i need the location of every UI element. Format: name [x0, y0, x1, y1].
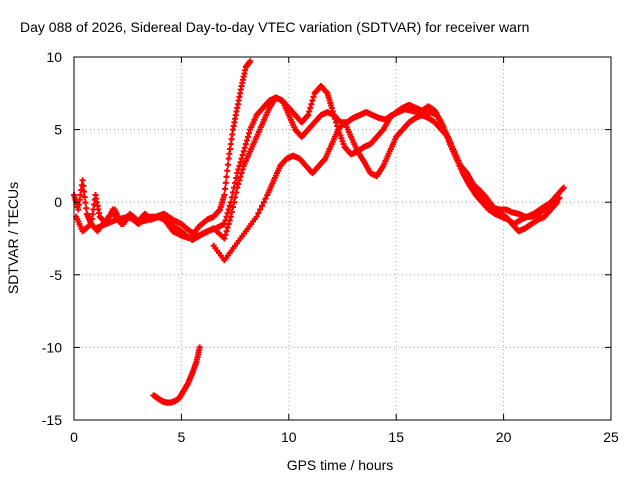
y-tick-label: -5	[50, 267, 63, 283]
chart-title: Day 088 of 2026, Sidereal Day-to-day VTE…	[20, 19, 529, 35]
data-point	[262, 195, 269, 202]
data-point	[239, 152, 246, 159]
data-point	[238, 155, 245, 162]
data-point	[82, 199, 89, 206]
data-point	[556, 194, 563, 201]
data-point	[222, 179, 229, 186]
series-track-3	[92, 94, 563, 243]
data-point	[328, 104, 335, 111]
x-tick-label: 15	[388, 429, 404, 445]
data-point	[247, 58, 254, 65]
data-point	[258, 202, 265, 209]
data-point	[196, 344, 203, 351]
data-point	[221, 191, 228, 198]
data-point	[560, 184, 567, 191]
y-axis-ticks: -15 -10 -5 0 5 10	[42, 49, 611, 428]
plot-frame	[73, 56, 612, 421]
x-tick-label: 5	[178, 429, 186, 445]
data-point	[235, 181, 242, 188]
x-tick-label: 25	[603, 429, 619, 445]
data-point	[221, 235, 228, 242]
data-point	[239, 166, 246, 173]
data-point	[224, 224, 231, 231]
data-point	[232, 194, 239, 201]
grid-lines	[74, 57, 611, 420]
data-point	[310, 93, 317, 100]
data-point	[233, 175, 240, 181]
data-point	[226, 202, 233, 209]
data-point	[224, 210, 231, 217]
data-point	[307, 104, 314, 111]
data-point	[224, 167, 231, 174]
data-point	[255, 210, 262, 217]
data-point	[225, 220, 232, 227]
x-axis-label: GPS time / hours	[287, 457, 394, 473]
data-point	[222, 231, 229, 238]
data-point	[244, 133, 251, 140]
data-point	[308, 101, 315, 108]
data-point	[240, 148, 247, 155]
data-point	[224, 161, 231, 168]
data-point	[242, 141, 249, 148]
data-point	[257, 206, 264, 213]
x-axis-ticks: 0 5 10 15 20 25	[70, 57, 619, 445]
data-point	[241, 144, 248, 151]
series-track-4	[210, 112, 561, 264]
data-point	[227, 213, 234, 220]
data-point	[305, 112, 312, 119]
y-tick-label: 5	[54, 122, 62, 138]
data-point	[80, 182, 87, 189]
y-tick-label: 10	[46, 49, 62, 65]
data-points	[71, 58, 567, 406]
data-point	[243, 137, 250, 144]
data-point	[225, 206, 232, 213]
y-tick-label: -10	[42, 339, 62, 355]
y-tick-label: -15	[42, 412, 62, 428]
series-track-5	[150, 344, 203, 406]
data-point	[223, 228, 230, 235]
data-point	[223, 173, 230, 180]
data-point	[81, 188, 88, 195]
x-tick-label: 0	[70, 429, 78, 445]
data-point	[83, 205, 90, 212]
data-point	[236, 177, 243, 184]
data-point	[81, 194, 88, 201]
data-point	[226, 217, 233, 224]
data-point	[306, 108, 313, 115]
data-point	[309, 97, 316, 104]
data-point	[222, 185, 229, 192]
data-point	[233, 189, 240, 196]
data-point	[237, 173, 244, 180]
data-point	[237, 159, 244, 166]
data-point	[231, 199, 238, 206]
data-point	[238, 170, 245, 177]
y-axis-label: SDTVAR / TECUs	[5, 182, 21, 294]
data-point	[229, 204, 236, 211]
data-point	[260, 199, 267, 206]
y-tick-label: 0	[54, 194, 62, 210]
data-point	[246, 130, 253, 137]
data-point	[253, 213, 260, 220]
x-tick-label: 20	[496, 429, 512, 445]
data-point	[234, 184, 241, 191]
data-point	[228, 208, 235, 215]
data-point	[232, 179, 239, 186]
data-point	[554, 199, 561, 206]
data-point	[79, 177, 86, 184]
x-tick-label: 10	[281, 429, 297, 445]
